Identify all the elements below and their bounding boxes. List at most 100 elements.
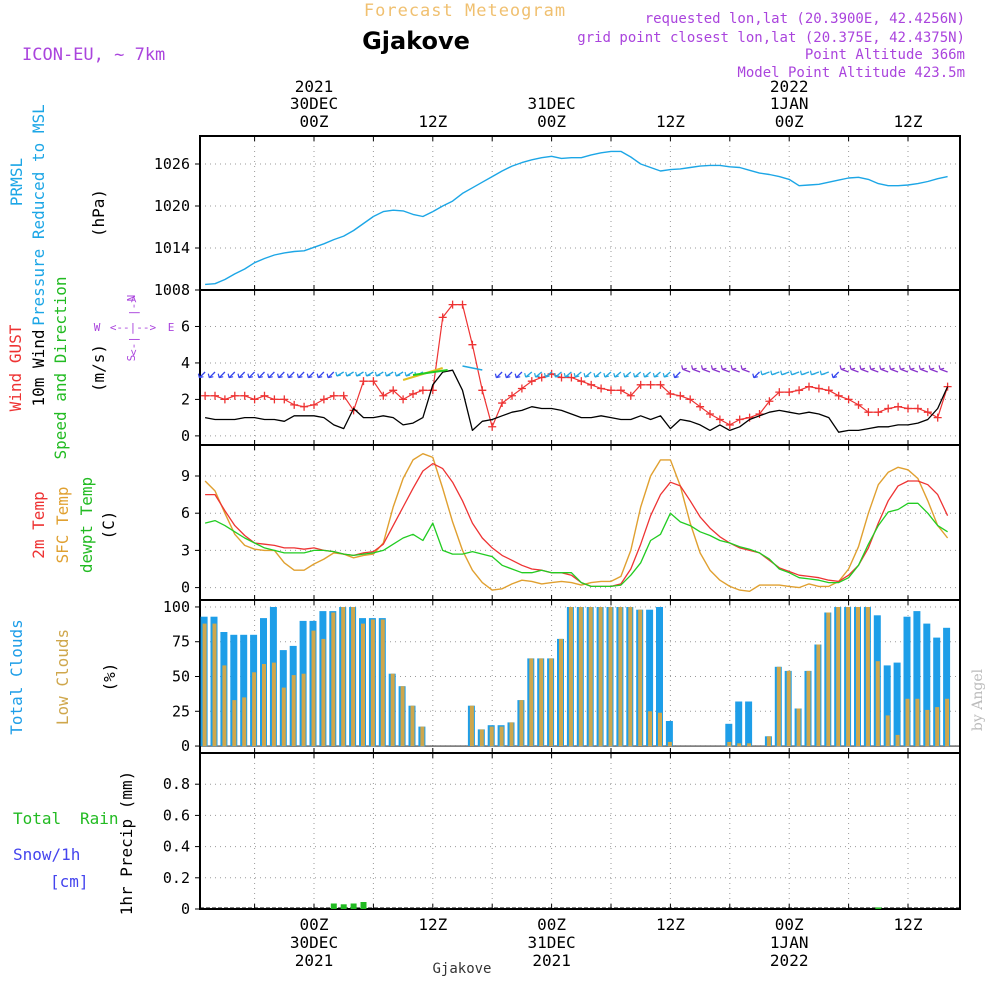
- gust-marker: [686, 395, 695, 404]
- wind-direction-arrow: [741, 368, 750, 373]
- wind-arrowhead: [780, 370, 786, 376]
- top-axis-year-label: 2022: [770, 77, 809, 96]
- low-cloud-bar: [786, 670, 791, 746]
- wind-arrowhead: [296, 373, 303, 379]
- wind-direction-arrow: [920, 368, 929, 373]
- wind-direction-arrow: [258, 371, 265, 379]
- gust-marker: [319, 395, 328, 404]
- wind-arrowhead: [374, 371, 381, 377]
- bottom-axis-hour-label: 12Z: [894, 915, 923, 934]
- wind-direction-arrow: [198, 371, 206, 379]
- low-cloud-bar: [519, 700, 524, 746]
- model-label: ICON-EU, ~ 7km: [22, 45, 165, 65]
- gust-marker: [894, 402, 903, 411]
- gust-marker: [240, 391, 249, 400]
- wind-arrowhead: [227, 373, 234, 379]
- low-cloud-bar: [737, 743, 742, 747]
- gust-marker: [329, 391, 338, 400]
- gust-line: [205, 304, 949, 428]
- gust-marker: [805, 382, 813, 391]
- wind-direction-arrow: [278, 371, 285, 379]
- gust-marker: [409, 389, 417, 398]
- low-cloud-bar: [806, 670, 811, 746]
- wind-arrowhead: [277, 373, 283, 379]
- gust-marker: [696, 402, 705, 411]
- wind-arrowhead: [918, 365, 925, 370]
- gust-marker: [478, 386, 487, 395]
- wind-direction-arrow: [317, 371, 325, 379]
- y-tick-label: 3: [181, 541, 190, 559]
- y-tick-label: 6: [181, 504, 190, 522]
- low-cloud-bar: [499, 726, 504, 747]
- wind-direction-arrow: [288, 371, 295, 379]
- wind-direction-arrow: [268, 371, 275, 379]
- wind-arrowhead: [770, 370, 776, 376]
- low-cloud-bar: [271, 662, 276, 747]
- wind-direction-arrow: [248, 371, 256, 379]
- gust-marker: [379, 391, 388, 400]
- wind-arrowhead: [364, 371, 371, 377]
- wind-arrowhead: [553, 372, 560, 378]
- dewpt-line: [204, 502, 948, 588]
- gust-marker: [527, 377, 536, 386]
- gust-marker: [557, 373, 566, 382]
- wind-arrowhead: [908, 365, 915, 370]
- total-cloud-bar: [933, 637, 941, 747]
- location-title: Gjakove: [362, 27, 470, 55]
- total-cloud-bar: [656, 607, 663, 747]
- bottom-axis-year-label: 2021: [532, 951, 571, 970]
- low-cloud-bar: [816, 644, 821, 746]
- wind-label: 10m Wind: [29, 329, 48, 406]
- bottom-axis-hour-label: 00Z: [300, 915, 329, 934]
- wind-direction-arrow: [910, 368, 919, 373]
- low-cloud-bar: [925, 709, 930, 747]
- gust-marker: [310, 400, 318, 409]
- bottom-axis-date-label: 30DEC: [290, 933, 338, 952]
- wind-arrowhead: [869, 365, 875, 370]
- low-cloud-bar: [856, 607, 860, 747]
- compass-south: S: [125, 355, 138, 362]
- low-cloud-bar: [380, 619, 385, 747]
- wind-arrowhead: [247, 373, 254, 379]
- wind-direction-arrow: [327, 371, 335, 379]
- top-axis-date-label: 31DEC: [528, 94, 576, 113]
- low-cloud-bar: [588, 607, 593, 747]
- gust-marker: [715, 415, 724, 424]
- wind-arrowhead: [938, 365, 945, 370]
- low-cloud-bar: [658, 712, 662, 747]
- wind-arrowhead: [720, 365, 727, 370]
- bottom-axis-hour-label: 12Z: [656, 915, 685, 934]
- low-cloud-bar: [865, 607, 870, 747]
- low-cloud-bar: [202, 623, 207, 746]
- total-cloud-bar: [923, 623, 931, 746]
- gust-marker: [280, 395, 289, 404]
- wind-arrowhead: [583, 372, 590, 378]
- wind-arrowhead: [593, 372, 600, 378]
- low-cloud-bar: [489, 726, 494, 747]
- low-cloud-bar: [836, 607, 841, 747]
- gust-marker: [646, 380, 655, 389]
- compass-horizontal: <--|-->: [110, 321, 157, 334]
- low-cloud-bar: [321, 638, 326, 746]
- low-cloud-bar: [568, 607, 573, 747]
- wind-arrowhead: [809, 370, 816, 376]
- gust-marker: [498, 399, 507, 408]
- low-cloud-bar: [618, 607, 623, 747]
- wind-direction-arrow: [722, 368, 731, 373]
- low-cloud-bar: [578, 607, 583, 747]
- low-cloud-bar: [559, 638, 563, 746]
- total-cloud-bar: [735, 701, 743, 746]
- wind-direction-arrow: [753, 371, 760, 379]
- total-cloud-bar: [240, 634, 248, 747]
- wind-direction-arrow: [702, 368, 711, 373]
- signature-watermark: by Angel: [970, 668, 986, 731]
- gust-marker: [775, 388, 784, 397]
- gust-marker: [785, 388, 794, 397]
- wind-arrowhead: [524, 372, 530, 378]
- gust-marker: [814, 384, 823, 393]
- top-axis-hour-label: 12Z: [418, 112, 447, 131]
- wind-arrowhead: [613, 372, 619, 378]
- low-cloud-bar: [549, 658, 554, 746]
- gust-marker: [735, 415, 744, 424]
